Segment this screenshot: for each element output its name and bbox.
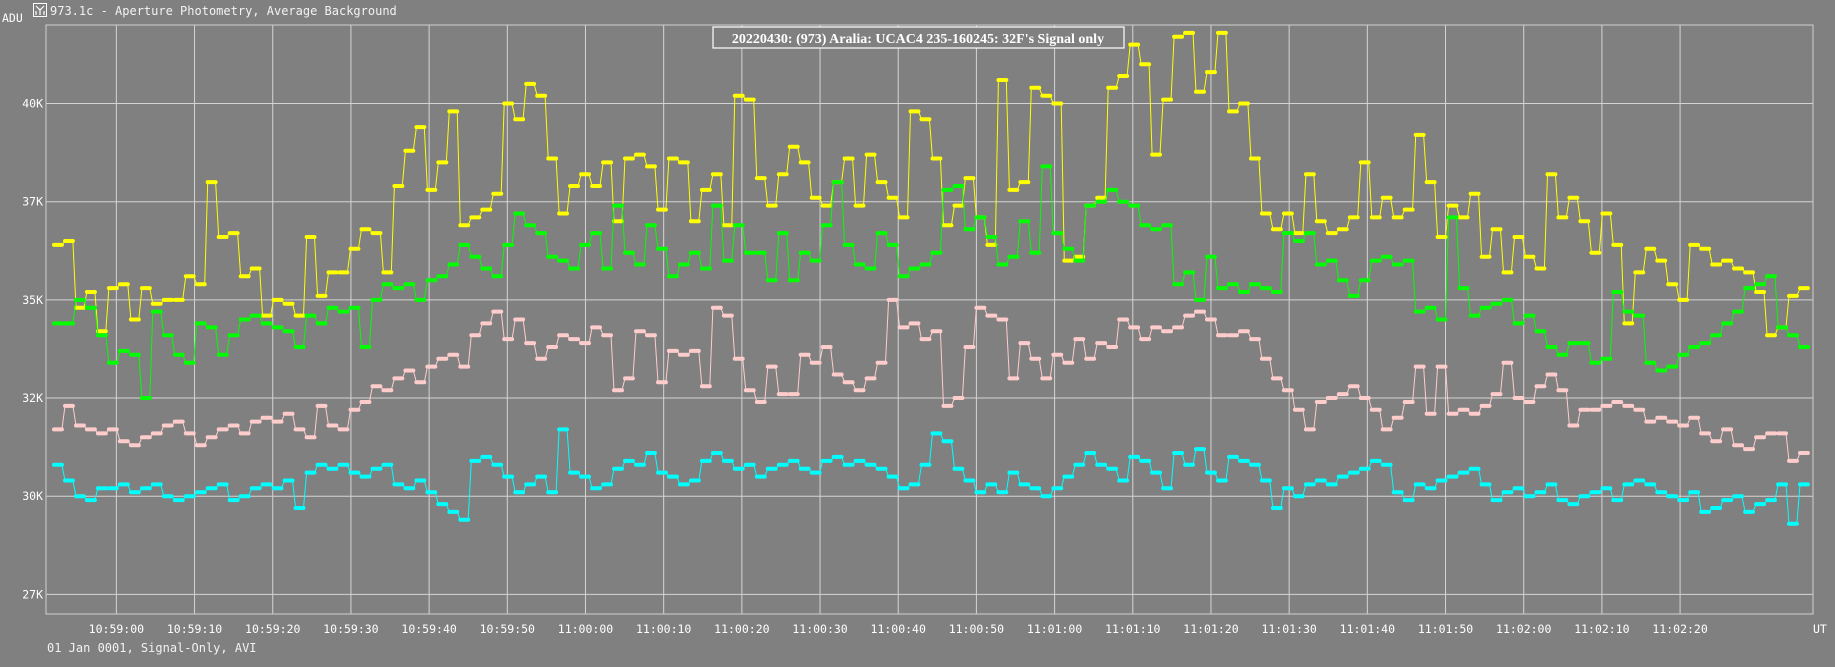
- y-tick-label: 40K: [22, 97, 43, 111]
- x-tick-label: 10:59:00: [89, 622, 144, 636]
- chart-title: 20220430: (973) Aralia: UCAC4 235-160245…: [732, 32, 1104, 47]
- y-axis: 27K 30K 32K 35K 37K 40K: [22, 97, 43, 602]
- x-tick-label: 10:59:50: [480, 622, 535, 636]
- series-00ffff: [52, 427, 1810, 526]
- y-tick-label: 35K: [22, 293, 43, 307]
- window-title: 973.1c - Aperture Photometry, Average Ba…: [50, 4, 397, 18]
- y-axis-unit-label: ADU: [2, 11, 23, 25]
- series-ffff00: [52, 30, 1810, 338]
- y-tick-label: 32K: [22, 391, 43, 405]
- series-line: [54, 32, 1808, 336]
- x-axis: 10:59:00 10:59:10 10:59:20 10:59:30 10:59:40…: [89, 622, 1708, 636]
- y-tick-label: 37K: [22, 195, 43, 209]
- x-tick-label: 11:00:20: [714, 622, 769, 636]
- app-icon: [33, 3, 47, 17]
- x-tick-label: 10:59:40: [401, 622, 456, 636]
- x-tick-label: 11:00:00: [558, 622, 613, 636]
- x-tick-label: 11:01:20: [1183, 622, 1238, 636]
- x-tick-label: 11:01:50: [1418, 622, 1473, 636]
- plot-area-frame: [45, 24, 1814, 615]
- x-tick-label: 11:00:40: [871, 622, 926, 636]
- x-tick-label: 11:02:10: [1574, 622, 1629, 636]
- series-line: [54, 299, 1808, 462]
- chart-series-group: [52, 30, 1810, 526]
- y-tick-label: 27K: [22, 587, 43, 601]
- status-footer: 01 Jan 0001, Signal-Only, AVI: [47, 641, 257, 655]
- y-tick-label: 30K: [22, 489, 43, 503]
- x-tick-label: 10:59:10: [167, 622, 222, 636]
- chart-grid: [46, 25, 1813, 614]
- x-tick-label: 11:02:00: [1496, 622, 1551, 636]
- x-tick-label: 11:01:30: [1261, 622, 1316, 636]
- x-tick-label: 11:01:00: [1027, 622, 1082, 636]
- series-line: [54, 428, 1808, 525]
- x-tick-label: 11:01:40: [1340, 622, 1395, 636]
- series-00ff00: [52, 164, 1810, 400]
- x-tick-label: 11:02:20: [1652, 622, 1707, 636]
- x-tick-label: 11:00:30: [792, 622, 847, 636]
- x-tick-label: 10:59:30: [323, 622, 378, 636]
- x-tick-label: 11:00:10: [636, 622, 691, 636]
- x-tick-label: 10:59:20: [245, 622, 300, 636]
- series-ffcccc: [52, 297, 1810, 463]
- chart-title-box: [712, 26, 1125, 49]
- x-tick-label: 11:00:50: [949, 622, 1004, 636]
- x-tick-label: 11:01:10: [1105, 622, 1160, 636]
- x-axis-unit-label: UT: [1813, 622, 1827, 636]
